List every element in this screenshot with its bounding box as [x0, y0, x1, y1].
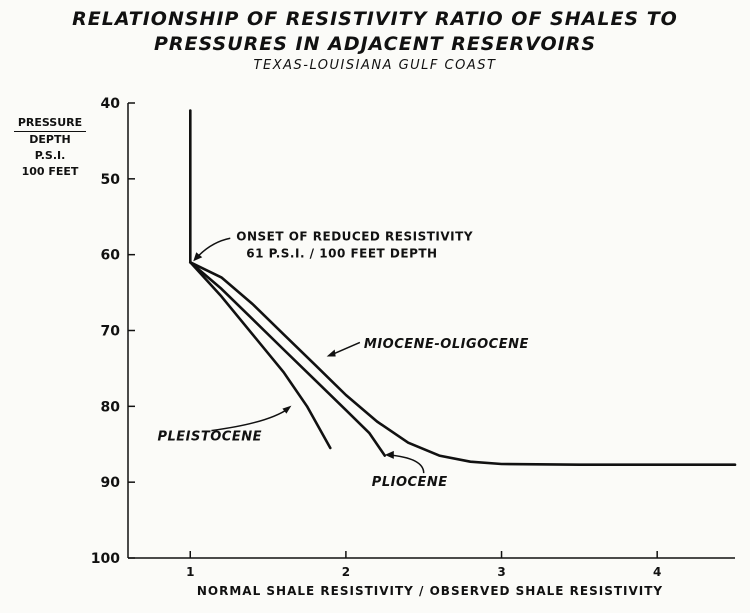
- y-tick-label: 70: [101, 324, 121, 340]
- y-axis-label-psi: P.S.I.: [34, 149, 66, 162]
- x-axis-label: NORMAL SHALE RESISTIVITY / OBSERVED SHAL…: [196, 584, 664, 598]
- chart-title: RELATIONSHIP OF RESISTIVITY RATIO OF SHA…: [72, 8, 678, 30]
- y-axis-label: PRESSURE DEPTH P.S.I. 100 FEET: [14, 115, 86, 180]
- annotation-onset-line1: ONSET OF REDUCED RESISTIVITY: [236, 229, 473, 243]
- x-tick-label: 3: [497, 565, 505, 579]
- annotation-onset-line2: 61 P.S.I. / 100 FEET DEPTH: [246, 246, 437, 260]
- chart-title-line2: PRESSURES IN ADJACENT RESERVOIRS: [153, 33, 597, 55]
- y-tick-label: 50: [101, 172, 121, 188]
- y-axis-label-denominator: 100 FEET: [21, 165, 79, 178]
- annotation-pliocene-label: PLIOCENE: [372, 475, 448, 490]
- y-tick-label: 90: [101, 475, 121, 491]
- annotation-pleistocene-arrowhead: [282, 405, 292, 414]
- chart-subtitle: TEXAS-LOUISIANA GULF COAST: [253, 58, 497, 73]
- x-tick-label: 4: [653, 565, 661, 579]
- y-tick-label: 100: [91, 551, 120, 567]
- y-axis-label-depth: DEPTH: [29, 133, 71, 146]
- annotation-pliocene-arrowhead: [384, 450, 394, 459]
- annotation-miocene-arrowhead: [326, 349, 336, 357]
- annotation-miocene-label: MIOCENE-OLIGOCENE: [364, 337, 529, 352]
- series-line-miocene-oligocene: [189, 260, 737, 467]
- x-tick-label: 2: [342, 565, 350, 579]
- y-tick-label: 80: [101, 399, 121, 415]
- series-line-pliocene: [189, 260, 387, 457]
- annotation-onset-arrowhead: [193, 252, 203, 262]
- y-axis-label-numerator: PRESSURE: [14, 115, 86, 132]
- annotation-pleistocene-arrow: [211, 407, 289, 432]
- annotation-pleistocene-label: PLEISTOCENE: [157, 429, 262, 444]
- y-tick-label: 60: [101, 248, 121, 264]
- series-line-pleistocene: [189, 260, 332, 450]
- y-tick-label: 40: [101, 96, 121, 112]
- x-tick-label: 1: [186, 565, 194, 579]
